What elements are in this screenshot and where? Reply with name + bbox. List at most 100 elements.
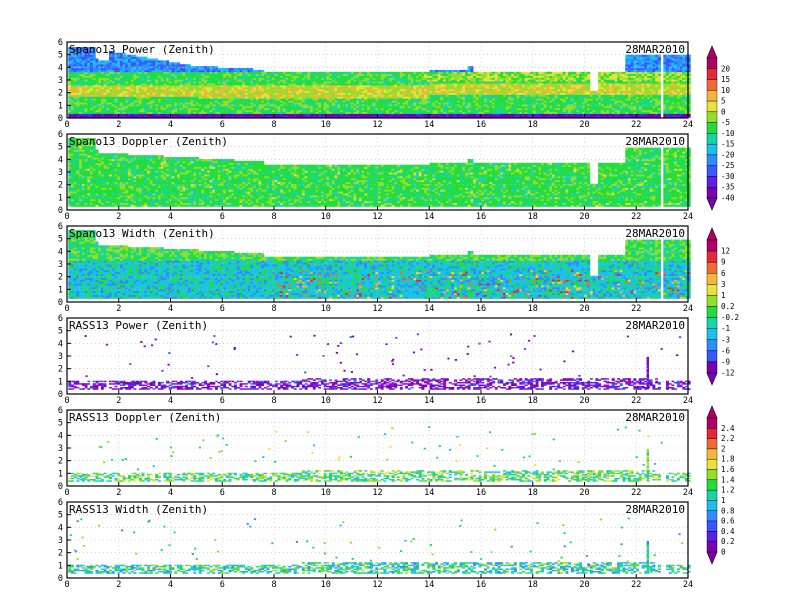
heatmap-cell xyxy=(234,76,237,78)
heatmap-cell xyxy=(473,98,476,100)
heatmap-cell xyxy=(115,81,118,83)
heatmap-cell xyxy=(451,106,454,108)
heatmap-cell xyxy=(82,106,85,108)
heatmap-cell xyxy=(261,95,264,97)
heatmap-cell xyxy=(106,70,109,72)
heatmap-cell xyxy=(185,110,188,112)
heatmap-cell xyxy=(405,83,408,85)
heatmap-cell xyxy=(131,108,134,110)
heatmap-cell xyxy=(299,116,302,118)
heatmap-cell xyxy=(82,68,85,70)
heatmap-cell xyxy=(85,87,88,89)
heatmap-cell xyxy=(96,72,99,74)
heatmap-cell xyxy=(498,93,501,95)
heatmap-cell xyxy=(370,74,373,76)
heatmap-cell xyxy=(340,106,343,108)
heatmap-cell xyxy=(79,102,82,104)
heatmap-cell xyxy=(538,85,541,87)
heatmap-cell xyxy=(547,95,550,97)
heatmap-cell xyxy=(503,87,506,89)
heatmap-cell xyxy=(74,87,77,89)
heatmap-cell xyxy=(120,116,123,118)
heatmap-cell xyxy=(169,76,172,78)
heatmap-cell xyxy=(451,72,454,74)
heatmap-cell xyxy=(125,81,128,83)
heatmap-cell xyxy=(432,93,435,95)
heatmap-cell xyxy=(547,93,550,95)
heatmap-cell xyxy=(245,97,248,99)
heatmap-cell xyxy=(204,98,207,100)
heatmap-cell xyxy=(283,102,286,104)
heatmap-cell xyxy=(506,89,509,91)
heatmap-cell xyxy=(288,95,291,97)
heatmap-cell xyxy=(231,87,234,89)
heatmap-cell xyxy=(275,85,278,87)
heatmap-cell xyxy=(123,62,126,64)
heatmap-cell xyxy=(182,72,185,74)
heatmap-cell xyxy=(460,74,463,76)
heatmap-cell xyxy=(552,76,555,78)
heatmap-cell xyxy=(384,110,387,112)
heatmap-cell xyxy=(468,70,471,72)
heatmap-cell xyxy=(144,110,147,112)
heatmap-cell xyxy=(128,83,131,85)
heatmap-cell xyxy=(519,100,522,102)
heatmap-cell xyxy=(144,83,147,85)
heatmap-cell xyxy=(375,85,378,87)
heatmap-cell xyxy=(484,87,487,89)
heatmap-cell xyxy=(527,76,530,78)
heatmap-cell xyxy=(364,89,367,91)
heatmap-cell xyxy=(511,85,514,87)
heatmap-cell xyxy=(332,102,335,104)
heatmap-cell xyxy=(182,106,185,108)
heatmap-cell xyxy=(525,87,528,89)
heatmap-cell xyxy=(473,89,476,91)
heatmap-cell xyxy=(579,110,582,112)
heatmap-cell xyxy=(503,116,506,118)
heatmap-cell xyxy=(259,74,262,76)
heatmap-cell xyxy=(134,70,137,72)
heatmap-cell xyxy=(492,72,495,74)
heatmap-cell xyxy=(411,83,414,85)
heatmap-cell xyxy=(337,108,340,110)
heatmap-cell xyxy=(560,87,563,89)
heatmap-cell xyxy=(158,100,161,102)
heatmap-cell xyxy=(120,57,123,59)
heatmap-cell xyxy=(131,78,134,80)
heatmap-cell xyxy=(465,85,468,87)
heatmap-cell xyxy=(104,108,107,110)
heatmap-cell xyxy=(397,89,400,91)
heatmap-cell xyxy=(193,97,196,99)
heatmap-cell xyxy=(329,95,332,97)
heatmap-cell xyxy=(204,89,207,91)
heatmap-cell xyxy=(237,85,240,87)
heatmap-cell xyxy=(155,87,158,89)
heatmap-cell xyxy=(177,62,180,64)
heatmap-cell xyxy=(443,116,446,118)
heatmap-cell xyxy=(283,83,286,85)
heatmap-cell xyxy=(229,85,232,87)
heatmap-cell xyxy=(403,74,406,76)
heatmap-cell xyxy=(332,79,335,81)
heatmap-cell xyxy=(397,114,400,116)
heatmap-cell xyxy=(120,62,123,64)
heatmap-cell xyxy=(104,64,107,66)
heatmap-cell xyxy=(291,89,294,91)
heatmap-cell xyxy=(123,100,126,102)
heatmap-cell xyxy=(364,74,367,76)
heatmap-cell xyxy=(416,97,419,99)
heatmap-cell xyxy=(462,95,465,97)
heatmap-cell xyxy=(348,93,351,95)
heatmap-cell xyxy=(571,93,574,95)
heatmap-cell xyxy=(313,76,316,78)
heatmap-cell xyxy=(144,74,147,76)
heatmap-cell xyxy=(259,106,262,108)
heatmap-cell xyxy=(256,76,259,78)
heatmap-cell xyxy=(337,85,340,87)
heatmap-cell xyxy=(424,76,427,78)
heatmap-cell xyxy=(172,93,175,95)
heatmap-cell xyxy=(435,102,438,104)
heatmap-cell xyxy=(538,81,541,83)
heatmap-cell xyxy=(90,89,93,91)
heatmap-cell xyxy=(158,93,161,95)
